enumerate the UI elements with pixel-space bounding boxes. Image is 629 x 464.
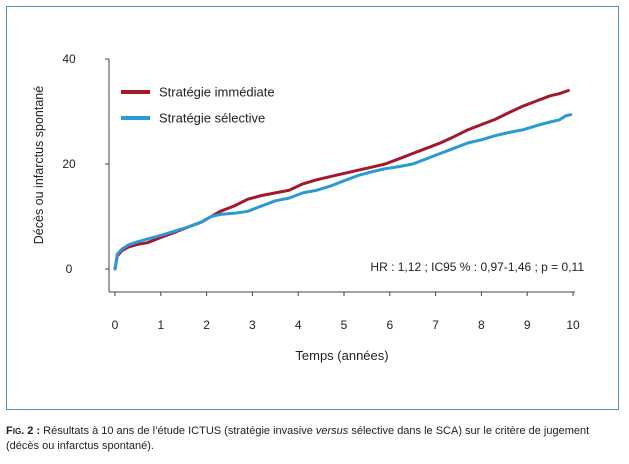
- x-tick-label: 8: [478, 318, 485, 332]
- x-tick-label: 3: [249, 318, 256, 332]
- legend-label-selective: Stratégie sélective: [159, 111, 265, 126]
- y-tick-label: 20: [62, 157, 76, 171]
- figure-caption: Fig. 2 : Résultats à 10 ans de l’étude I…: [6, 424, 624, 454]
- x-tick-label: 1: [157, 318, 164, 332]
- caption-text-em: versus: [315, 425, 349, 437]
- legend: Stratégie immédiate Stratégie sélective: [121, 85, 275, 126]
- x-tick-label: 7: [432, 318, 439, 332]
- x-tick-label: 2: [203, 318, 210, 332]
- x-ticks: 0 1 2 3 4 5 6 7 8 9 10: [112, 292, 580, 332]
- series-line-selective: [113, 113, 573, 271]
- caption-label: Fig. 2 :: [6, 425, 41, 437]
- figure-frame: 0 1 2 3 4 5 6 7 8 9 10 0 20 40 Décès ou infarctus sp…: [6, 6, 619, 410]
- series-line-immediate: [113, 89, 570, 271]
- y-tick-label: 40: [62, 52, 76, 66]
- legend-label-immediate: Stratégie immédiate: [159, 85, 275, 100]
- x-tick-label: 4: [295, 318, 302, 332]
- y-axis-label: Décès ou infarctus spontané: [32, 86, 46, 244]
- x-tick-label: 6: [386, 318, 393, 332]
- x-tick-label: 5: [341, 318, 348, 332]
- caption-text-after: sélective dans le SCA) sur le critère de…: [6, 425, 590, 452]
- x-tick-label: 10: [566, 318, 580, 332]
- annotation-hr: HR : 1,12 ; IC95 % : 0,97-1,46 ; p = 0,1…: [370, 260, 584, 274]
- x-tick-label: 0: [112, 318, 119, 332]
- x-tick-label: 9: [524, 318, 531, 332]
- caption-text-before: Résultats à 10 ans de l’étude ICTUS (str…: [40, 425, 316, 437]
- series-layer: [113, 89, 573, 271]
- line-chart: 0 1 2 3 4 5 6 7 8 9 10 0 20 40 Décès ou infarctus sp…: [32, 52, 584, 363]
- x-axis-label: Temps (années): [295, 348, 388, 363]
- y-tick-label: 0: [66, 262, 73, 276]
- y-ticks: 0 20 40: [62, 52, 109, 276]
